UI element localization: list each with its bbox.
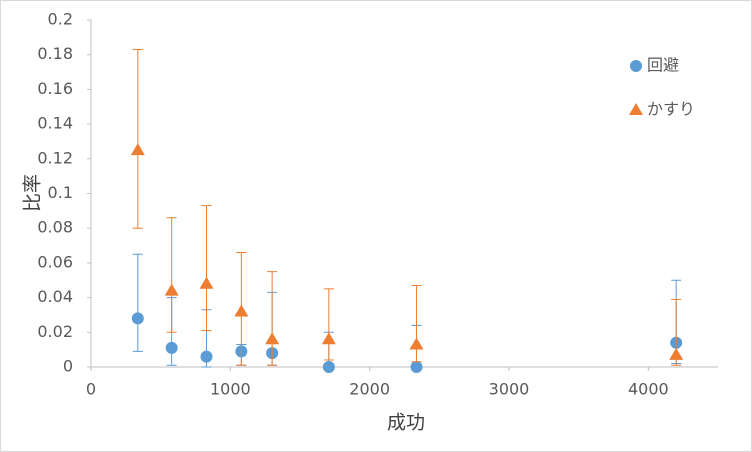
error-bar [166,217,177,333]
marker [410,361,423,373]
marker [165,341,178,354]
x-tick-label: 4000 [628,380,669,399]
error-bar [323,288,334,361]
y-tick-label: 0.14 [37,114,73,133]
marker [234,304,249,317]
marker [322,361,335,373]
y-tick-label: 0.2 [48,10,73,29]
marker [409,337,424,350]
x-tick-label: 0 [86,380,96,399]
marker [199,276,214,289]
y-tick-label: 0.06 [37,252,73,271]
x-tick-label: 1000 [210,380,251,399]
y-tick-label: 0.04 [37,287,73,306]
marker [200,350,213,363]
error-bar [132,48,143,229]
error-bar [201,205,212,332]
error-bar [267,271,278,366]
x-tick-label: 2000 [349,380,390,399]
legend-marker [629,103,643,115]
legend-label: かすり [647,100,695,119]
y-tick-label: 0.12 [37,148,73,167]
marker [669,347,684,360]
marker [164,283,179,296]
legend-label: 回避 [647,56,679,75]
error-bar [132,253,143,352]
marker [321,332,336,345]
marker [265,332,280,345]
legend-marker [630,60,642,72]
y-tick-label: 0.16 [37,79,73,98]
y-tick-label: 0.1 [48,183,73,202]
y-tick-label: 0.18 [37,44,73,63]
y-tick-label: 0 [63,357,73,376]
x-axis-title: 成功 [387,412,425,434]
y-tick-label: 0.08 [37,218,73,237]
marker [131,312,144,325]
x-tick-label: 3000 [489,380,530,399]
marker [130,143,145,156]
y-axis-title: 比率 [22,174,44,212]
y-tick-label: 0.02 [37,322,73,341]
